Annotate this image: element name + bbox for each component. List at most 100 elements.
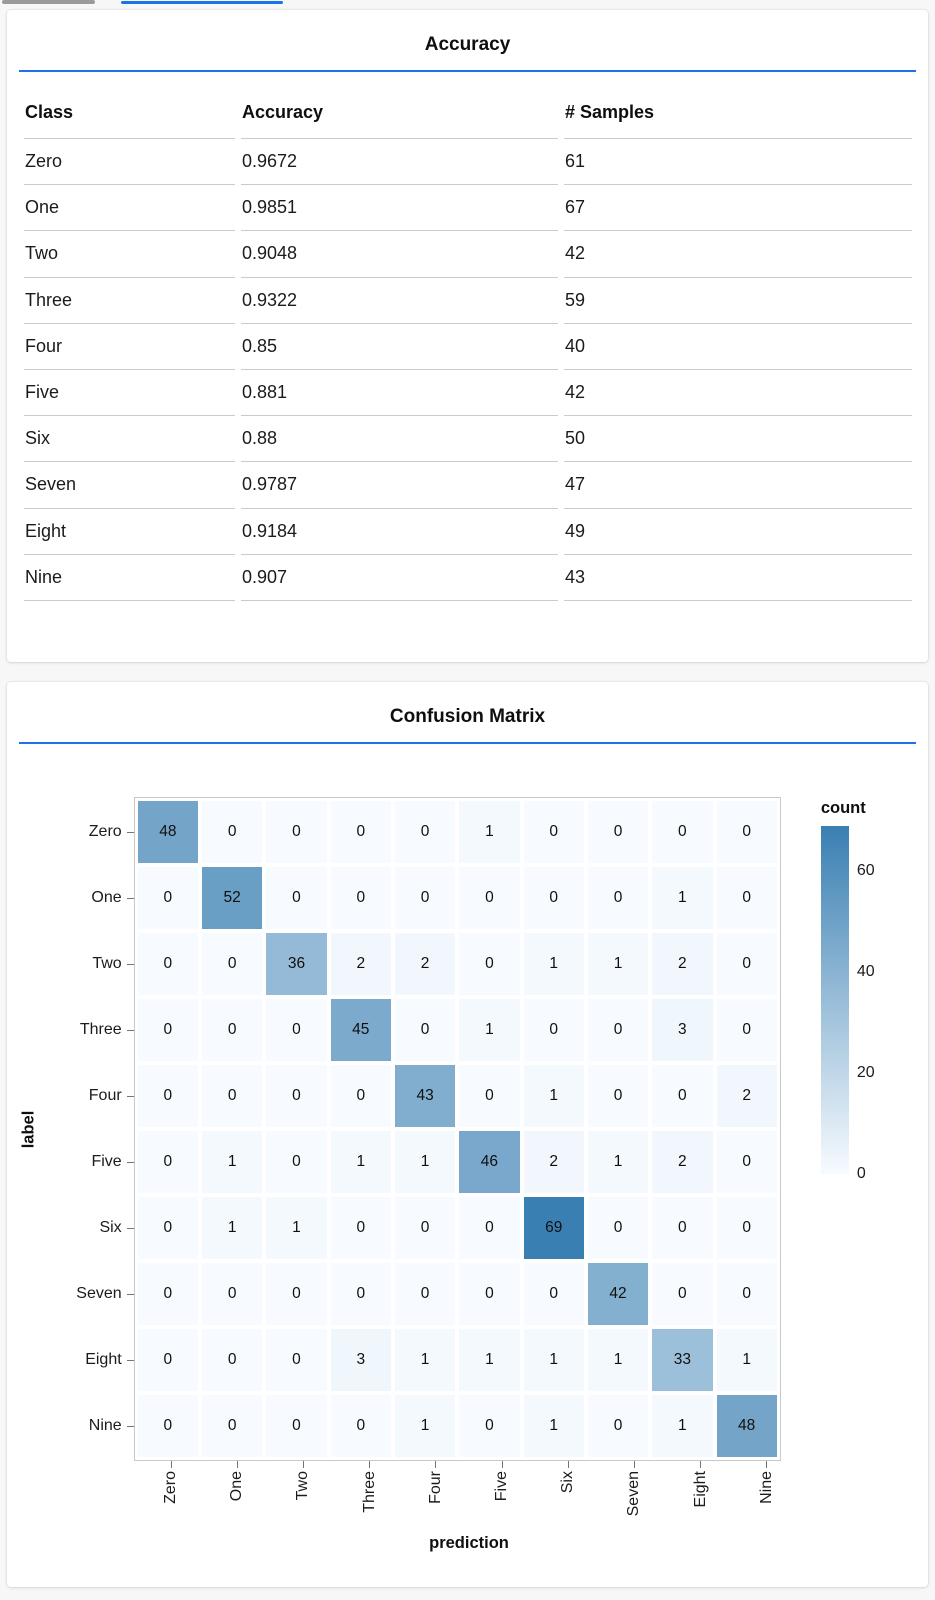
matrix-cell: 36 bbox=[266, 933, 327, 995]
accuracy-table-cell: 42 bbox=[564, 370, 912, 417]
x-tick-mark bbox=[236, 1461, 238, 1468]
matrix-cell: 1 bbox=[394, 1329, 456, 1391]
y-tick-label-text: Eight bbox=[85, 1351, 122, 1368]
accuracy-table-cell: 0.907 bbox=[241, 555, 558, 601]
accuracy-table-cell: Five bbox=[24, 370, 235, 417]
x-tick-label: Five bbox=[471, 1461, 533, 1516]
matrix-cell: 0 bbox=[523, 801, 584, 863]
accuracy-col-header-samples: # Samples bbox=[564, 86, 912, 139]
x-tick-label: Three bbox=[339, 1461, 401, 1516]
accuracy-table-cell: 49 bbox=[564, 509, 912, 555]
y-tick-label-text: Six bbox=[99, 1219, 122, 1236]
x-tick-mark bbox=[369, 1461, 371, 1468]
x-tick-label-text: Nine bbox=[757, 1471, 775, 1504]
matrix-cell: 0 bbox=[587, 1065, 649, 1127]
accuracy-table-cell: One bbox=[24, 185, 235, 232]
accuracy-table-cell: 0.85 bbox=[241, 324, 558, 370]
confusion-title-rule bbox=[19, 742, 916, 744]
matrix-cell: 42 bbox=[587, 1263, 649, 1325]
matrix-cell: 1 bbox=[394, 1395, 456, 1457]
y-tick-mark bbox=[126, 897, 134, 899]
accuracy-table-cell: 0.881 bbox=[241, 370, 558, 417]
accuracy-table-cell: 0.9322 bbox=[241, 278, 558, 324]
matrix-cell: 0 bbox=[716, 933, 777, 995]
matrix-cell: 0 bbox=[652, 1263, 713, 1325]
y-tick-label-text: Five bbox=[91, 1153, 122, 1170]
accuracy-table-cell: 0.88 bbox=[241, 416, 558, 463]
y-tick-label: Eight bbox=[50, 1329, 134, 1391]
y-axis-title-column: label bbox=[7, 797, 50, 1461]
y-tick-mark bbox=[126, 1029, 134, 1031]
inactive-tab-indicator[interactable] bbox=[2, 0, 95, 4]
accuracy-table-cell: Seven bbox=[24, 462, 235, 509]
x-tick-mark bbox=[170, 1461, 172, 1468]
y-tick-label: One bbox=[50, 867, 134, 929]
matrix-cell: 1 bbox=[459, 1329, 520, 1391]
matrix-cell: 0 bbox=[394, 801, 456, 863]
matrix-cell: 0 bbox=[587, 1197, 649, 1259]
matrix-cell: 0 bbox=[330, 867, 391, 929]
matrix-cell: 3 bbox=[330, 1329, 391, 1391]
matrix-cell: 0 bbox=[201, 1395, 263, 1457]
x-tick-mark bbox=[302, 1461, 304, 1468]
matrix-cell: 3 bbox=[652, 999, 713, 1061]
x-tick-mark bbox=[501, 1461, 503, 1468]
y-tick-mark bbox=[126, 831, 134, 833]
x-tick-mark bbox=[700, 1461, 702, 1468]
y-tick-label: Two bbox=[50, 933, 134, 995]
matrix-cell: 0 bbox=[330, 1263, 391, 1325]
x-tick-label: Zero bbox=[140, 1461, 202, 1516]
matrix-cell: 1 bbox=[330, 1131, 391, 1193]
matrix-cell: 0 bbox=[266, 1263, 327, 1325]
matrix-cell: 0 bbox=[137, 1263, 198, 1325]
matrix-cell: 1 bbox=[201, 1131, 263, 1193]
accuracy-table-cell: Six bbox=[24, 416, 235, 463]
accuracy-table-cell: 50 bbox=[564, 416, 912, 463]
y-tick-label-text: Zero bbox=[88, 823, 122, 840]
matrix-cell: 0 bbox=[201, 933, 263, 995]
matrix-cell: 0 bbox=[137, 1065, 198, 1127]
y-tick-label: Three bbox=[50, 999, 134, 1061]
matrix-cell: 0 bbox=[459, 1263, 520, 1325]
accuracy-table-cell: 0.9184 bbox=[241, 509, 558, 555]
matrix-cell: 0 bbox=[459, 933, 520, 995]
active-tab-indicator[interactable] bbox=[121, 1, 283, 4]
matrix-cell: 0 bbox=[716, 867, 777, 929]
matrix-cell: 0 bbox=[716, 1263, 777, 1325]
accuracy-table-cell: 0.9787 bbox=[241, 462, 558, 509]
matrix-cell: 0 bbox=[716, 999, 777, 1061]
legend-tick-label: 0 bbox=[856, 1165, 866, 1182]
matrix-cell: 0 bbox=[394, 1197, 456, 1259]
matrix-cell: 2 bbox=[716, 1065, 777, 1127]
x-tick-label-text: Six bbox=[559, 1471, 577, 1494]
matrix-cell: 1 bbox=[266, 1197, 327, 1259]
matrix-cell: 0 bbox=[137, 1197, 198, 1259]
matrix-cell: 0 bbox=[330, 801, 391, 863]
legend-tick-label: 40 bbox=[856, 963, 875, 981]
x-tick-label: Six bbox=[537, 1461, 599, 1516]
matrix-cell: 0 bbox=[587, 999, 649, 1061]
accuracy-table-cell: Three bbox=[24, 278, 235, 324]
y-tick-mark bbox=[126, 1293, 134, 1295]
accuracy-table-cell: 61 bbox=[564, 139, 912, 186]
x-axis-title: prediction bbox=[429, 1534, 509, 1553]
matrix-cell: 0 bbox=[201, 801, 263, 863]
y-tick-mark bbox=[126, 1425, 134, 1427]
matrix-cell: 1 bbox=[523, 1329, 584, 1391]
x-tick-label-text: Eight bbox=[691, 1471, 709, 1508]
matrix-cell: 0 bbox=[266, 1131, 327, 1193]
matrix-cell: 0 bbox=[459, 1197, 520, 1259]
matrix-cell: 0 bbox=[266, 1395, 327, 1457]
x-tick-label-text: Zero bbox=[162, 1471, 180, 1504]
legend-tick-label: 20 bbox=[856, 1064, 875, 1082]
matrix-cell: 0 bbox=[459, 1065, 520, 1127]
matrix-cell: 0 bbox=[652, 1197, 713, 1259]
x-tick-label: One bbox=[206, 1461, 268, 1516]
accuracy-table: Class Accuracy # Samples Zero 0.9672 61 One… bbox=[24, 86, 912, 601]
y-tick-label: Nine bbox=[50, 1395, 134, 1457]
matrix-cell: 0 bbox=[652, 801, 713, 863]
matrix-cell: 0 bbox=[587, 801, 649, 863]
y-tick-label: Five bbox=[50, 1131, 134, 1193]
matrix-cell: 48 bbox=[716, 1395, 777, 1457]
matrix-cell: 1 bbox=[523, 1395, 584, 1457]
